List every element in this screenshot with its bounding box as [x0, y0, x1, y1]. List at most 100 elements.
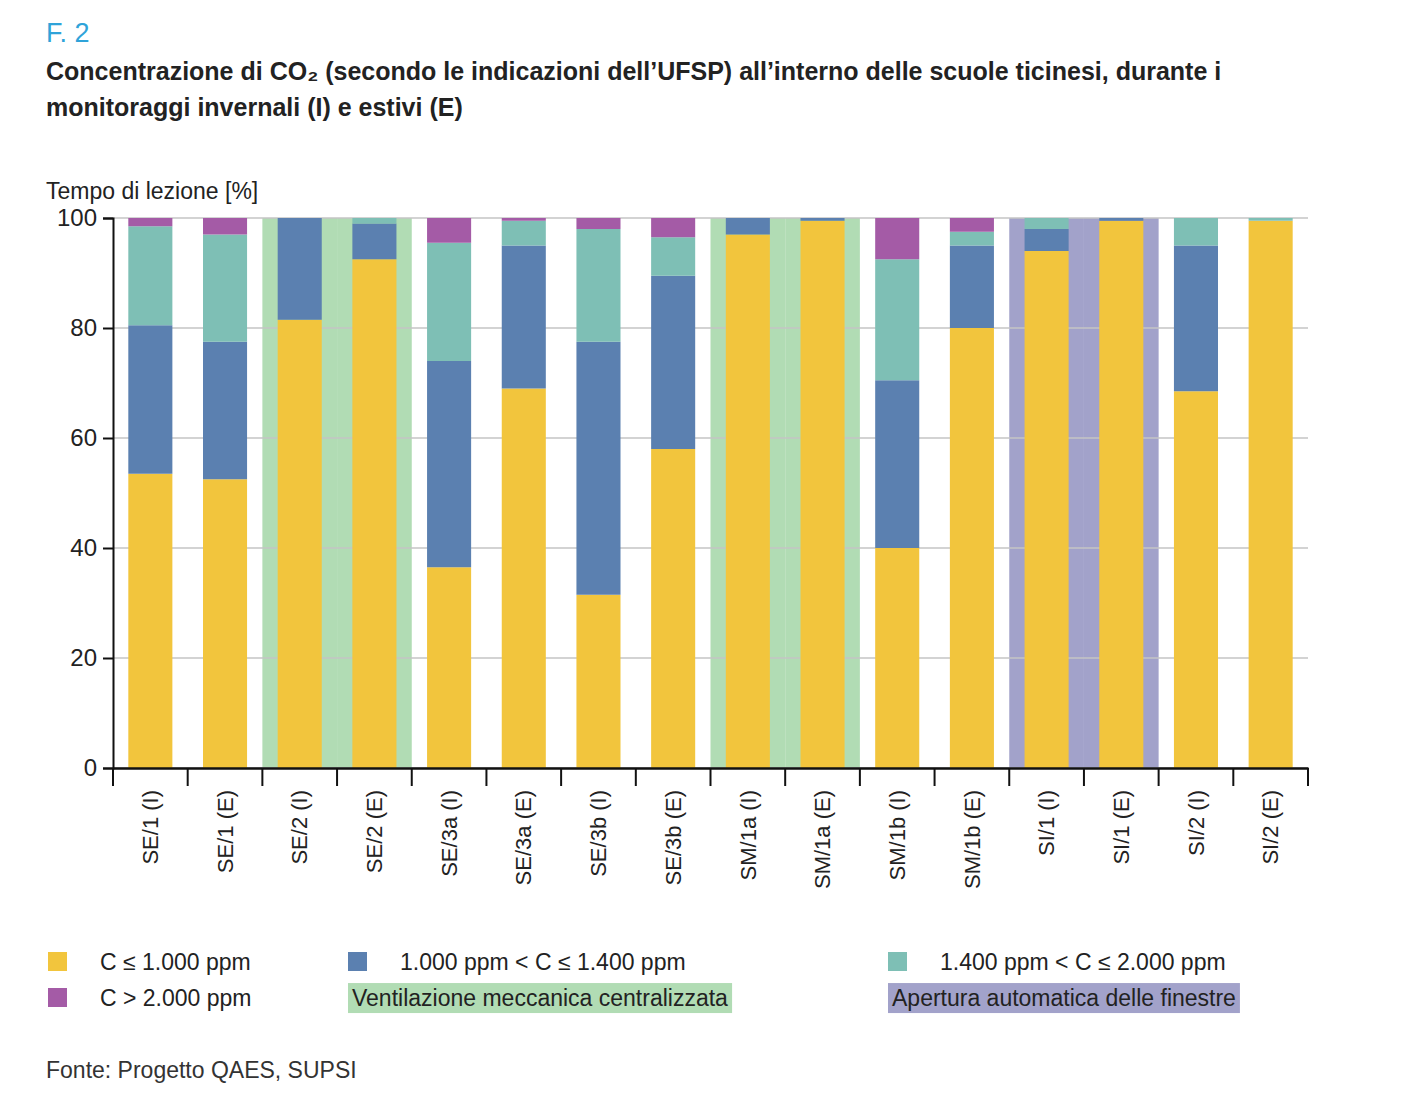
- bar-segment: [576, 229, 620, 342]
- bar-segment: [1025, 251, 1069, 768]
- bar-segment: [128, 325, 172, 474]
- band-divider: [784, 768, 786, 786]
- bar-segment: [800, 218, 844, 219]
- x-tick: SI/2 (I): [1184, 790, 1209, 856]
- y-axis-line: [103, 219, 114, 769]
- bar-segment: [576, 595, 620, 768]
- bar-segment: [950, 246, 994, 329]
- chart-title: Concentrazione di CO₂ (secondo le indica…: [46, 57, 1221, 121]
- bar-segment: [651, 276, 695, 449]
- bar-segment: [128, 474, 172, 768]
- y-axis: 020406080100: [57, 204, 114, 781]
- legend-swatch: [888, 952, 907, 971]
- bar-segment: [502, 218, 546, 221]
- legend-label: 1.000 ppm < C ≤ 1.400 ppm: [400, 949, 686, 975]
- bar-segment: [427, 361, 471, 567]
- bar-segment: [726, 218, 770, 219]
- y-axis-title: Tempo di lezione [%]: [46, 178, 258, 204]
- source-note: Fonte: Progetto QAES, SUPSI: [46, 1057, 357, 1083]
- y-tick-label: 20: [70, 644, 97, 671]
- band-dividers: [113, 768, 1308, 786]
- bar-segment: [1249, 221, 1293, 768]
- x-tick: SM/1a (E): [810, 790, 835, 889]
- bar-segment: [352, 218, 396, 219]
- x-tick: SM/1b (E): [960, 790, 985, 889]
- legend-item: C ≤ 1.000 ppm: [48, 949, 251, 975]
- bar-segment: [502, 221, 546, 246]
- bar-segment: [352, 224, 396, 260]
- bar-segment: [800, 218, 844, 219]
- x-tick-label: SE/3a (I): [437, 790, 462, 877]
- y-tick: 40: [70, 534, 113, 561]
- bar-segment: [800, 218, 844, 221]
- band-divider: [485, 768, 487, 786]
- bar-segment: [128, 218, 172, 226]
- x-tick: SI/1 (E): [1109, 790, 1134, 865]
- figure-label: F. 2: [46, 18, 90, 48]
- bar-segment: [651, 218, 695, 237]
- legend-item: Ventilazione meccanica centralizzata: [348, 983, 732, 1013]
- x-tick-label: SI/1 (I): [1034, 790, 1059, 856]
- x-tick: SE/3b (I): [586, 790, 611, 877]
- legend-label: Ventilazione meccanica centralizzata: [352, 985, 728, 1011]
- title-line: monitoraggi invernali (I) e estivi (E): [46, 93, 463, 121]
- x-tick: SI/2 (E): [1258, 790, 1283, 865]
- legend-label: Apertura automatica delle finestre: [892, 985, 1236, 1011]
- band-divider: [1232, 768, 1234, 786]
- highlight-band: [1084, 218, 1159, 768]
- bar-segment: [427, 567, 471, 768]
- legend-item: 1.400 ppm < C ≤ 2.000 ppm: [888, 949, 1226, 975]
- x-tick: SE/2 (E): [362, 790, 387, 873]
- bar-segment: [278, 320, 322, 768]
- legend-band-swatch: [348, 983, 732, 1013]
- bar-segment: [278, 218, 322, 219]
- legend-swatch: [48, 952, 67, 971]
- bar-segment: [950, 328, 994, 768]
- bar-segment: [1025, 218, 1069, 219]
- bar-segment: [576, 342, 620, 595]
- band-divider: [1307, 768, 1309, 786]
- band-divider: [1083, 768, 1085, 786]
- x-tick-label: SM/1b (I): [885, 790, 910, 880]
- bar-segment: [875, 259, 919, 380]
- highlight-band: [1009, 218, 1084, 768]
- band-divider: [187, 768, 189, 786]
- title-line: Concentrazione di CO₂ (secondo le indica…: [46, 57, 1221, 85]
- x-tick-label: SE/2 (E): [362, 790, 387, 873]
- band-divider: [336, 768, 338, 786]
- bar-segment: [1174, 218, 1218, 246]
- legend-band-swatch: [888, 983, 1240, 1013]
- legend-swatch: [48, 988, 67, 1007]
- legend-label: 1.400 ppm < C ≤ 2.000 ppm: [940, 949, 1226, 975]
- bar-segment: [1099, 218, 1143, 219]
- bar-segment: [502, 389, 546, 769]
- legend: C ≤ 1.000 ppm 1.000 ppm < C ≤ 1.400 ppm 1.…: [48, 949, 1240, 1013]
- legend-swatch: [348, 952, 367, 971]
- bar-segment: [950, 218, 994, 232]
- x-tick: SM/1a (I): [736, 790, 761, 880]
- y-tick-mark: [103, 218, 113, 220]
- x-tick-label: SI/2 (E): [1258, 790, 1283, 865]
- y-tick-label: 80: [70, 314, 97, 341]
- bar-segment: [1174, 246, 1218, 392]
- bar-segment: [1099, 218, 1143, 219]
- bar-segment: [726, 218, 770, 219]
- band-divider: [261, 768, 263, 786]
- x-tick-label: SI/2 (I): [1184, 790, 1209, 856]
- x-tick: SE/3a (E): [511, 790, 536, 885]
- legend-label: C ≤ 1.000 ppm: [100, 949, 251, 975]
- x-tick-label: SE/1 (I): [138, 790, 163, 865]
- bar-segment: [352, 259, 396, 768]
- bar-segment: [1099, 218, 1143, 221]
- bar-segment: [203, 235, 247, 342]
- band-divider: [1158, 768, 1160, 786]
- bar-segment: [278, 218, 322, 320]
- bar-segment: [1099, 221, 1143, 768]
- highlight-bands: [262, 218, 1158, 768]
- bar-segment: [203, 218, 247, 235]
- x-tick-label: SE/3b (E): [661, 790, 686, 885]
- bar-segment: [1174, 218, 1218, 219]
- bar-segment: [1025, 218, 1069, 229]
- y-tick: 0: [84, 754, 113, 781]
- x-tick: SE/2 (I): [287, 790, 312, 865]
